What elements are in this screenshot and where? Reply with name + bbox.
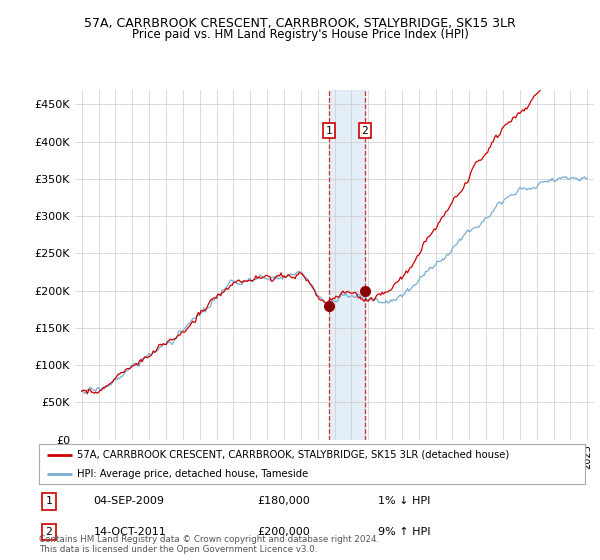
Text: 14-OCT-2011: 14-OCT-2011 <box>94 527 166 537</box>
Text: Price paid vs. HM Land Registry's House Price Index (HPI): Price paid vs. HM Land Registry's House … <box>131 28 469 41</box>
Text: £200,000: £200,000 <box>257 527 310 537</box>
Text: 1: 1 <box>46 496 52 506</box>
Text: 57A, CARRBROOK CRESCENT, CARRBROOK, STALYBRIDGE, SK15 3LR (detached house): 57A, CARRBROOK CRESCENT, CARRBROOK, STAL… <box>77 450 509 460</box>
Text: 1% ↓ HPI: 1% ↓ HPI <box>377 496 430 506</box>
Text: 2: 2 <box>46 527 52 537</box>
Text: 2: 2 <box>361 125 368 136</box>
Text: Contains HM Land Registry data © Crown copyright and database right 2024.
This d: Contains HM Land Registry data © Crown c… <box>39 535 379 554</box>
Text: HPI: Average price, detached house, Tameside: HPI: Average price, detached house, Tame… <box>77 469 308 478</box>
Text: 1: 1 <box>326 125 332 136</box>
Bar <box>329 90 365 440</box>
Text: 9% ↑ HPI: 9% ↑ HPI <box>377 527 430 537</box>
Text: 57A, CARRBROOK CRESCENT, CARRBROOK, STALYBRIDGE, SK15 3LR: 57A, CARRBROOK CRESCENT, CARRBROOK, STAL… <box>84 17 516 30</box>
Text: £180,000: £180,000 <box>257 496 310 506</box>
Text: 04-SEP-2009: 04-SEP-2009 <box>94 496 164 506</box>
